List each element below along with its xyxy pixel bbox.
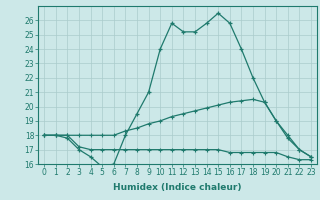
X-axis label: Humidex (Indice chaleur): Humidex (Indice chaleur) (113, 183, 242, 192)
